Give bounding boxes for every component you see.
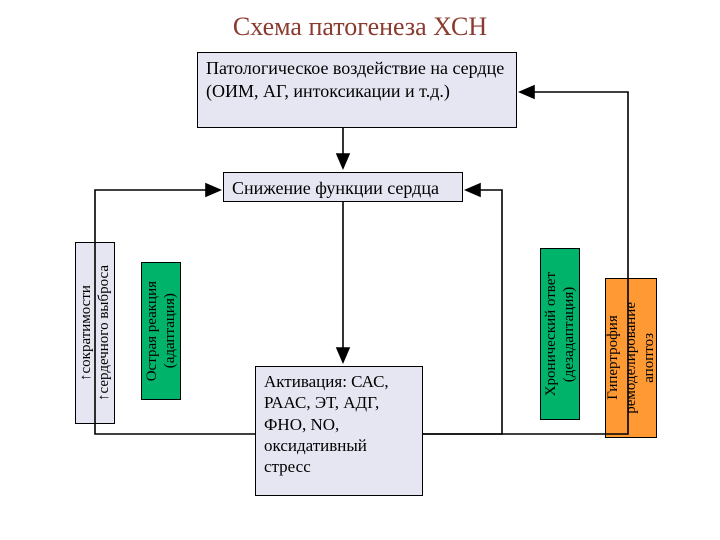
node-activation: Активация: САС, РААС, ЭТ, АДГ, ФНО, NO, … [255,366,423,496]
node-chronic-response: Хронический ответ (дезадаптация) [540,248,580,420]
node-contractility: ↑сократимости ↑сердечного выброса [75,242,115,424]
node-label: Гипертрофия ремоделирование апоптоз [604,302,658,414]
node-label: Снижение функции сердца [232,177,439,200]
diagram-title: Схема патогенеза ХСН [0,12,720,42]
node-hypertrophy: Гипертрофия ремоделирование апоптоз [605,278,657,438]
node-label: Острая реакция (адаптация) [143,281,179,381]
node-label: Хронический ответ (дезадаптация) [542,272,578,396]
node-label: ↑сократимости ↑сердечного выброса [77,265,113,401]
node-pathological-impact: Патологическое воздействие на сердце (ОИ… [197,52,517,128]
node-label: Патологическое воздействие на сердце (ОИ… [206,57,508,102]
node-reduced-function: Снижение функции сердца [223,172,463,202]
node-label: Активация: САС, РААС, ЭТ, АДГ, ФНО, NO, … [264,371,414,477]
node-acute-reaction: Острая реакция (адаптация) [141,262,181,400]
